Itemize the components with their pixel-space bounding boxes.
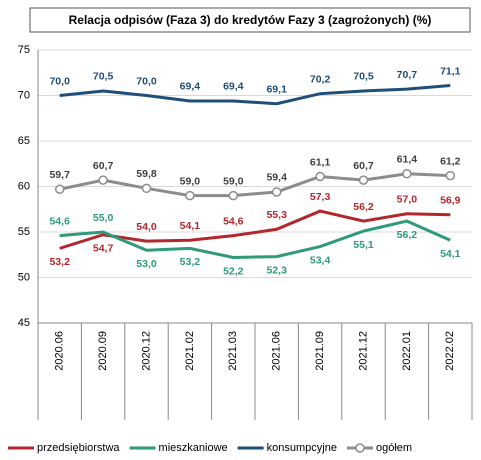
value-label: 52,3 (266, 264, 287, 276)
legend-item: mieszkaniowe (129, 442, 228, 454)
x-tick-label: 2022.02 (444, 331, 456, 371)
legend-item: konsumpcyjne (237, 442, 337, 454)
value-label: 70,7 (397, 69, 418, 81)
x-tick-label: 2020.06 (54, 331, 66, 371)
y-tick-label: 50 (18, 271, 30, 283)
value-label: 59,0 (223, 175, 244, 187)
value-label: 69,4 (180, 81, 201, 93)
point-marker (98, 175, 108, 185)
point-marker (141, 183, 152, 194)
value-label: 53,2 (180, 256, 201, 268)
value-label: 69,1 (266, 83, 287, 95)
value-label: 53,0 (136, 258, 157, 270)
value-label: 60,7 (353, 160, 374, 172)
value-label: 55,1 (353, 239, 374, 251)
x-tick-label: 2021.06 (271, 331, 283, 371)
value-label: 57,0 (397, 194, 418, 206)
value-label: 57,3 (310, 191, 331, 203)
value-label: 59,0 (180, 175, 201, 187)
value-label: 53,4 (310, 254, 331, 266)
x-tick-label: 2021.03 (227, 331, 239, 371)
value-label: 61,1 (310, 156, 331, 168)
value-label: 61,4 (397, 154, 418, 166)
x-tick-label: 2021.12 (357, 331, 369, 371)
legend-label: przedsiębiorstwa (37, 442, 120, 454)
series-line (59, 209, 451, 250)
legend-item: ogółem (346, 442, 412, 454)
value-label: 52,2 (223, 265, 244, 277)
point-marker (445, 170, 456, 181)
point-marker (358, 175, 369, 185)
value-label: 59,7 (49, 169, 70, 181)
y-tick-label: 55 (18, 226, 30, 238)
value-label: 55,3 (266, 209, 287, 221)
x-tick-label: 2022.01 (401, 331, 413, 371)
legend-label: konsumpcyjne (267, 442, 337, 454)
value-label: 71,1 (440, 65, 461, 77)
value-label: 54,6 (223, 215, 244, 227)
series-line (59, 83, 451, 106)
x-tick-label: 2021.09 (314, 331, 326, 371)
point-marker (315, 171, 325, 182)
value-label: 70,0 (136, 75, 157, 87)
chart-title: Relacja odpisów (Faza 3) do kredytów Faz… (69, 13, 432, 27)
y-tick-label: 65 (18, 135, 30, 147)
title-box (29, 7, 471, 33)
point-marker (54, 184, 65, 194)
value-label: 70,2 (310, 73, 331, 85)
value-label: 60,7 (93, 160, 114, 172)
value-label: 70,5 (93, 71, 114, 83)
series-line (59, 219, 451, 259)
x-tick-label: 2020.12 (140, 331, 152, 371)
value-label: 61,2 (440, 155, 461, 167)
value-label: 55,0 (93, 212, 114, 224)
value-label: 70,0 (49, 75, 70, 87)
point-marker (271, 187, 282, 197)
point-marker (185, 190, 195, 201)
value-label: 56,2 (397, 229, 418, 241)
legend-label: mieszkaniowe (159, 442, 228, 454)
x-tick-label: 2020.09 (97, 331, 109, 371)
value-label: 54,7 (93, 243, 114, 255)
value-label: 56,9 (440, 194, 461, 206)
y-tick-label: 60 (18, 180, 30, 192)
value-label: 59,8 (136, 168, 157, 180)
value-label: 53,2 (49, 256, 70, 268)
legend-marker (355, 443, 365, 453)
y-tick-label: 45 (18, 317, 30, 329)
point-marker (228, 190, 239, 201)
value-label: 70,5 (353, 71, 374, 83)
value-label: 54,0 (136, 221, 157, 233)
value-label: 69,4 (223, 81, 244, 93)
legend-item: przedsiębiorstwa (8, 442, 120, 454)
value-label: 56,2 (353, 201, 374, 213)
x-tick-label: 2021.02 (184, 331, 196, 371)
point-marker (402, 169, 412, 179)
value-label: 54,1 (180, 220, 201, 232)
value-label: 54,6 (49, 215, 70, 227)
y-tick-label: 70 (18, 89, 30, 101)
value-label: 54,1 (440, 248, 461, 260)
value-label: 59,4 (266, 172, 287, 184)
series-line (59, 172, 451, 198)
legend-label: ogółem (376, 442, 412, 454)
y-tick-label: 75 (18, 44, 30, 56)
